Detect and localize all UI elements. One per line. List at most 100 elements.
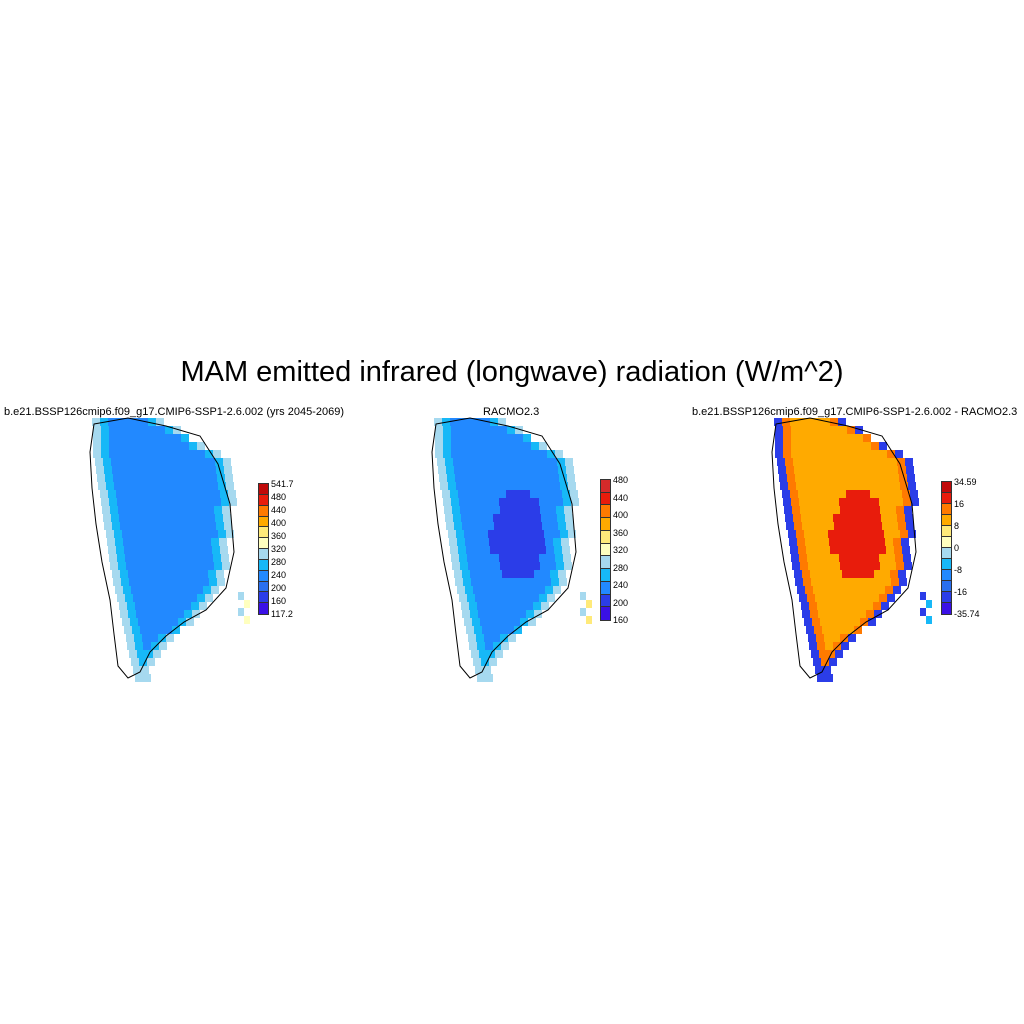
map-cell bbox=[869, 586, 877, 594]
map-cell bbox=[555, 498, 563, 506]
map-cell bbox=[167, 514, 175, 522]
map-cell bbox=[494, 522, 502, 530]
map-cell bbox=[168, 570, 176, 578]
map-cell bbox=[111, 514, 119, 522]
map-cell bbox=[154, 530, 162, 538]
map-cell bbox=[831, 554, 839, 562]
map-cell bbox=[817, 642, 825, 650]
map-cell bbox=[825, 514, 833, 522]
map-cell bbox=[797, 586, 805, 594]
map-cell bbox=[871, 554, 879, 562]
map-cell bbox=[801, 602, 809, 610]
map-cell bbox=[109, 450, 117, 458]
map-cell bbox=[814, 626, 822, 634]
map-cell bbox=[126, 634, 134, 642]
map-cell bbox=[451, 434, 459, 442]
map-cell bbox=[173, 442, 181, 450]
map-cell bbox=[895, 450, 903, 458]
map-cell bbox=[842, 466, 850, 474]
map-cell bbox=[443, 426, 451, 434]
map-cell bbox=[878, 546, 886, 554]
map-cell bbox=[480, 618, 488, 626]
map-cell bbox=[190, 562, 198, 570]
map-cell bbox=[539, 594, 547, 602]
map-cell bbox=[496, 530, 504, 538]
colorbar-label: 400 bbox=[613, 510, 629, 520]
map-cell bbox=[793, 514, 801, 522]
map-cell bbox=[467, 426, 475, 434]
map-cell bbox=[133, 666, 141, 674]
map-cell bbox=[851, 474, 859, 482]
colorbar-label: 200 bbox=[271, 583, 287, 593]
map-cell bbox=[825, 642, 833, 650]
map-cell bbox=[110, 562, 118, 570]
map-cell bbox=[124, 626, 132, 634]
map-cell bbox=[808, 562, 816, 570]
map-cell bbox=[818, 522, 826, 530]
map-cell bbox=[455, 578, 463, 586]
map-cell bbox=[478, 522, 486, 530]
map-cell bbox=[139, 586, 147, 594]
map-cell bbox=[846, 546, 854, 554]
colorbar-swatch bbox=[941, 547, 952, 560]
map-cell bbox=[446, 522, 454, 530]
map-cell bbox=[165, 498, 173, 506]
map-cell bbox=[213, 450, 221, 458]
colorbar-swatch bbox=[941, 525, 952, 538]
map-cell bbox=[210, 530, 218, 538]
map-cell bbox=[178, 482, 186, 490]
map-cell bbox=[815, 554, 823, 562]
map-cell bbox=[183, 514, 191, 522]
colorbar-swatch bbox=[258, 569, 269, 583]
map-cell bbox=[450, 546, 458, 554]
map-cell bbox=[507, 442, 515, 450]
map-cell bbox=[545, 538, 553, 546]
map-cell bbox=[807, 442, 815, 450]
colorbar-label: 480 bbox=[613, 475, 629, 485]
map-cell bbox=[506, 490, 514, 498]
map-cell bbox=[176, 610, 184, 618]
map-cell bbox=[820, 618, 828, 626]
colorbar-swatch bbox=[600, 580, 611, 596]
colorbar-label: 160 bbox=[271, 596, 287, 606]
colorbar-label: 240 bbox=[613, 580, 629, 590]
map-cell bbox=[454, 522, 462, 530]
map-cell bbox=[114, 530, 122, 538]
map-cell bbox=[795, 578, 803, 586]
map-cell bbox=[518, 610, 526, 618]
map-cell bbox=[212, 546, 220, 554]
map-cell bbox=[459, 554, 467, 562]
map-cell bbox=[133, 442, 141, 450]
island-cell bbox=[586, 616, 592, 624]
map-cell bbox=[848, 562, 856, 570]
map-cell bbox=[477, 458, 485, 466]
map-cell bbox=[464, 530, 472, 538]
map-cell bbox=[477, 642, 485, 650]
map-cell bbox=[170, 482, 178, 490]
map-cell bbox=[814, 490, 822, 498]
map-cell bbox=[807, 554, 815, 562]
map-cell bbox=[906, 466, 914, 474]
map-cell bbox=[809, 514, 817, 522]
map-cell bbox=[878, 490, 886, 498]
colorbar-swatch bbox=[941, 558, 952, 571]
island-cell bbox=[920, 592, 926, 600]
map-cell bbox=[492, 562, 500, 570]
map-cell bbox=[191, 458, 199, 466]
map-cell bbox=[191, 602, 199, 610]
map-cell bbox=[499, 594, 507, 602]
map-cell bbox=[207, 458, 215, 466]
island-cell bbox=[926, 616, 932, 624]
map-cell bbox=[831, 594, 839, 602]
map-cell bbox=[462, 610, 470, 618]
map-cell bbox=[138, 530, 146, 538]
map-cell bbox=[173, 434, 181, 442]
map-cell bbox=[507, 426, 515, 434]
map-cell bbox=[563, 554, 571, 562]
map-cell bbox=[452, 562, 460, 570]
map-cell bbox=[855, 554, 863, 562]
colorbar-label: 480 bbox=[271, 492, 287, 502]
map-cell bbox=[805, 538, 813, 546]
map-cell bbox=[870, 490, 878, 498]
map-cell bbox=[205, 554, 213, 562]
